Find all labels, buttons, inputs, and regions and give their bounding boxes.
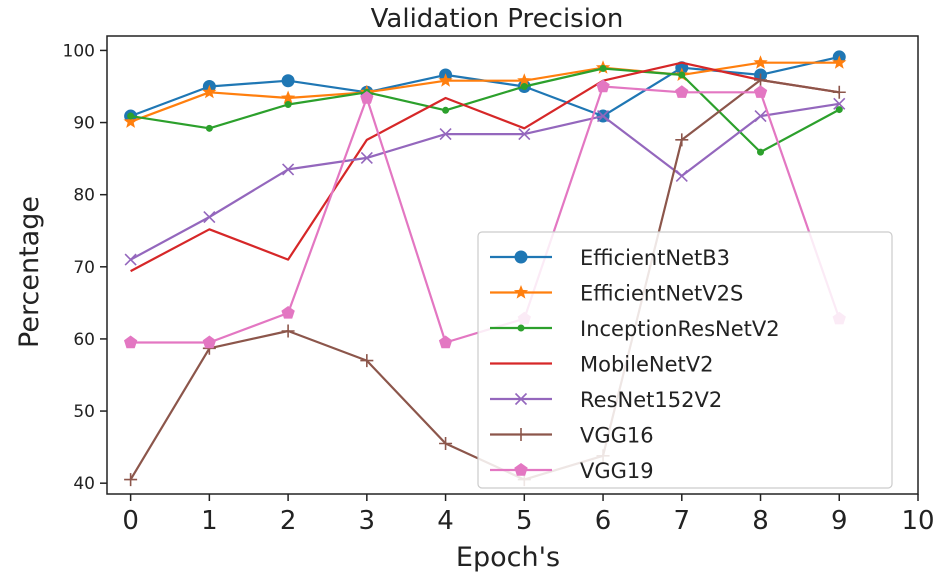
x-tick-label: 0 [122,506,139,536]
data-point [678,71,686,79]
legend-marker [517,324,525,332]
data-point [754,109,767,123]
y-tick-label: 50 [73,402,95,422]
data-point [438,73,453,87]
data-point [124,253,137,266]
data-point [205,124,213,132]
data-point [675,85,689,98]
series-line-efficientnetv2s [130,61,840,123]
legend-label: ResNet152V2 [580,388,722,412]
data-point [281,306,295,319]
y-tick-label: 100 [63,41,95,61]
data-point [753,85,768,98]
x-tick-label: 9 [831,506,848,536]
data-point [281,90,296,105]
series-efficientnetb3 [124,50,846,123]
data-point [203,210,216,224]
series-line-efficientnetb3 [130,55,840,118]
legend-label: MobileNetV2 [580,353,713,377]
legend-item-efficientnetv2s: EfficientNetV2S [490,282,743,306]
x-tick-label: 10 [901,506,934,536]
legend-item-efficientnetb3: EfficientNetB3 [490,246,730,270]
data-point [833,97,846,110]
legend-label: VGG16 [580,424,654,448]
data-point [596,109,610,123]
data-point [281,324,295,338]
legend-label: EfficientNetV2S [580,282,743,306]
legend-item-resnet152v2: ResNet152V2 [490,388,722,412]
legend-item-mobilenetv2: MobileNetV2 [490,353,713,377]
data-point [754,73,768,87]
legend-item-inceptionresnetv2: InceptionResNetV2 [490,317,780,341]
data-point [124,473,138,487]
data-point [835,106,843,114]
x-tick-label: 3 [359,506,376,536]
data-point [675,169,688,182]
data-point [202,84,217,99]
legend-marker [514,250,528,264]
series-line-resnet152v2 [130,102,840,261]
data-point [202,335,216,349]
x-tick-label: 5 [516,506,533,536]
x-tick-label: 6 [595,506,612,536]
series-mobilenetv2 [130,61,840,273]
data-point [517,73,532,87]
legend-marker [513,285,529,299]
y-axis-ticks: 40 50 60 70 80 90 100 [63,41,107,494]
data-point [439,437,453,451]
data-point [360,151,373,164]
data-point [123,114,138,128]
legend: EfficientNetB3 EfficientNetV2S InceptionRe… [477,231,893,489]
data-point [753,55,768,69]
chart-title: Validation Precision [371,4,624,34]
legend-marker [514,463,528,476]
legend-item-vgg19: VGG19 [490,459,654,483]
series-line-inceptionresnetv2 [130,67,840,154]
legend-marker [514,428,528,441]
data-point [360,354,374,368]
data-point [757,148,765,156]
data-point [438,335,453,349]
legend-marker [514,392,528,406]
x-axis-ticks: 0 1 2 3 4 5 6 7 8 9 10 [122,494,935,536]
series-resnet152v2 [124,97,846,266]
series-line-mobilenetv2 [130,61,840,273]
plot-frame [106,35,919,495]
x-axis-label: Epoch's [456,542,560,573]
data-point [282,163,295,176]
legend-label: InceptionResNetV2 [580,317,780,341]
data-point [599,64,607,72]
data-point [360,91,374,104]
y-tick-label: 90 [73,114,95,134]
x-tick-label: 2 [280,506,297,536]
data-point [127,112,135,120]
data-point [281,74,295,88]
x-tick-label: 7 [674,506,691,536]
data-point [675,133,689,147]
x-tick-label: 1 [201,506,218,536]
x-tick-label: 8 [752,506,769,536]
x-tick-label: 4 [437,506,454,536]
y-tick-label: 60 [73,330,95,350]
series-inceptionresnetv2 [127,64,843,156]
y-axis-label: Percentage [14,196,45,348]
legend-label: VGG19 [580,459,654,483]
data-point [124,335,138,349]
y-tick-label: 80 [73,186,95,206]
data-point [439,128,452,141]
y-tick-label: 40 [73,474,95,494]
data-point [442,106,450,114]
data-point [518,128,531,141]
data-point [284,101,292,109]
data-point [520,82,528,90]
legend-item-vgg16: VGG16 [490,424,654,448]
data-point [832,55,847,69]
data-point [596,79,610,93]
y-tick-label: 70 [73,258,95,278]
legend-box [477,231,893,489]
legend-label: EfficientNetB3 [580,246,730,270]
data-point [832,85,846,99]
